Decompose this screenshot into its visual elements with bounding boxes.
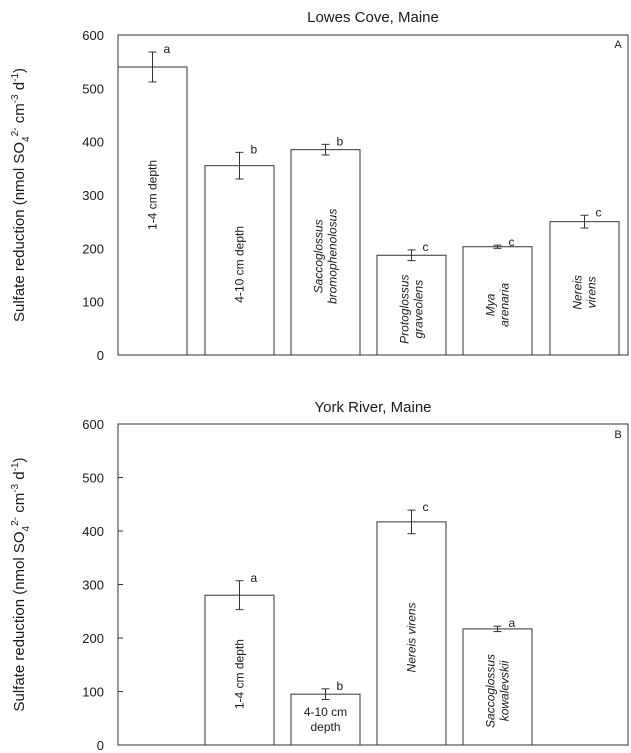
- chart2-title: York River, Maine: [315, 399, 432, 416]
- chart1-category-label: Myaarenaria: [484, 283, 512, 327]
- chart1-category-label-line: Nereis: [571, 275, 585, 310]
- chart2-y-axis-label-part: -1: [10, 462, 21, 471]
- chart2-panel: York River, Maine B 0 100 200 300 400 500 600 Sul…: [10, 399, 629, 753]
- chart1-y-axis-label-part: 2-: [10, 127, 21, 136]
- chart2-significance-letter: c: [423, 500, 429, 514]
- chart2-y-tick-label: 0: [97, 738, 104, 753]
- chart2-category-label: 1-4 cm depth: [233, 639, 247, 709]
- chart1-bar: [376, 254, 447, 356]
- chart2-category-label: 4-10 cm depth: [304, 705, 347, 734]
- chart1-y-tick-label: 600: [82, 28, 104, 43]
- chart1-y-tick-label: 0: [97, 348, 104, 363]
- chart2-y-axis-label-part: cm: [11, 493, 28, 517]
- chart1-category-label: 1-4 cm depth: [146, 160, 160, 230]
- chart2-y-axis-label-part: d: [11, 471, 28, 484]
- chart1-bar: [117, 66, 188, 356]
- chart2-category-label-line: 4-10 cm: [304, 705, 347, 719]
- chart2-category-label-line: kowalevskii: [498, 660, 512, 721]
- chart1-panel: Lowes Cove, Maine A 0 100 200 300 400 500 600 Sul…: [10, 9, 629, 363]
- chart1-category-label-line: graveolens: [412, 280, 426, 339]
- chart1-significance-letter: b: [337, 134, 344, 148]
- chart1-significance-letter: c: [509, 235, 515, 249]
- chart2-y-axis-label-part: 2-: [10, 517, 21, 526]
- chart2-y-tick-label: 400: [82, 524, 104, 539]
- chart1-bar: [290, 149, 361, 356]
- chart1-category-label-line: 4-10 cm depth: [233, 226, 247, 303]
- chart1-y-axis-label-part: -3: [10, 94, 21, 103]
- chart2-y-tick-label: 100: [82, 685, 104, 700]
- chart1-category-label: Protoglossusgraveolens: [398, 274, 426, 343]
- chart2-bar: [462, 628, 533, 746]
- chart1-category-label: Nereisvirens: [571, 275, 599, 310]
- chart1-y-tick-label: 500: [82, 81, 104, 96]
- chart1-y-tick-label: 100: [82, 295, 104, 310]
- chart2-y-tick-label: 300: [82, 578, 104, 593]
- chart2-significance-letter: b: [337, 679, 344, 693]
- chart2-plot-frame: [117, 423, 629, 746]
- chart1-category-label-line: Saccoglossus: [312, 219, 326, 293]
- chart2-panel-label: B: [614, 429, 621, 441]
- chart2-bar: [290, 693, 361, 746]
- chart1-significance-letter: c: [423, 240, 429, 254]
- chart1-category-label-line: arenaria: [498, 283, 512, 327]
- chart2-category-label-line: 1-4 cm depth: [233, 639, 247, 709]
- chart2-y-tick-label: 500: [82, 471, 104, 486]
- chart1-y-axis-label-part: 4: [21, 136, 32, 142]
- chart1-y-tick-label: 200: [82, 241, 104, 256]
- chart1-category-label-line: virens: [585, 276, 599, 308]
- chart1-category-label-line: bromophenolosus: [326, 209, 340, 304]
- chart2-y-axis-label-part: ): [11, 457, 28, 462]
- chart1-significance-letter: a: [164, 42, 171, 56]
- chart1-category-label: 4-10 cm depth: [233, 226, 247, 303]
- chart1-category-label-line: 1-4 cm depth: [146, 160, 160, 230]
- chart2-y-tick-label: 200: [82, 631, 104, 646]
- chart2-y-axis-label-part: 4: [21, 525, 32, 531]
- chart1-panel-label: A: [614, 39, 622, 51]
- chart2-category-label: Nereis virens: [405, 602, 419, 672]
- chart1-y-axis-label-part: ): [11, 68, 28, 73]
- chart1-y-axis-label-part: d: [11, 82, 28, 95]
- chart2-y-tick-label: 600: [82, 417, 104, 432]
- chart1-y-axis-label-part: Sulfate reduction (nmol SO: [11, 142, 28, 322]
- chart1-significance-letter: c: [596, 205, 602, 219]
- chart2-category-label-line: Saccoglossus: [484, 654, 498, 728]
- chart2-significance-letter: a: [509, 616, 516, 630]
- chart2-y-axis-label-part: Sulfate reduction (nmol SO: [11, 531, 28, 711]
- chart1-category-label-line: Mya: [484, 293, 498, 316]
- chart2-category-label: Saccoglossuskowalevskii: [484, 654, 512, 728]
- chart1-category-label: Saccoglossusbromophenolosus: [312, 209, 340, 304]
- chart1-bar: [204, 165, 275, 356]
- chart2-y-axis-label-part: -3: [10, 483, 21, 492]
- chart2-y-axis-label: Sulfate reduction (nmol SO42- cm-3 d-1): [10, 457, 32, 711]
- chart2-bar: [204, 594, 275, 746]
- chart2-significance-letter: a: [251, 571, 258, 585]
- chart1-bar: [462, 246, 533, 356]
- chart2-category-label-line: depth: [310, 720, 340, 734]
- chart1-title: Lowes Cove, Maine: [307, 9, 439, 26]
- chart1-y-axis-label-part: -1: [10, 73, 21, 82]
- chart2-category-label-line: Nereis virens: [405, 602, 419, 672]
- chart1-bar: [549, 221, 620, 356]
- chart1-y-tick-label: 400: [82, 135, 104, 150]
- chart1-category-label-line: Protoglossus: [398, 274, 412, 343]
- chart1-significance-letter: b: [251, 142, 258, 156]
- chart1-y-axis-label-part: cm: [11, 103, 28, 127]
- chart1-y-axis-label: Sulfate reduction (nmol SO42- cm-3 d-1): [10, 68, 32, 322]
- chart1-y-tick-label: 300: [82, 188, 104, 203]
- chart2-bar: [376, 521, 447, 746]
